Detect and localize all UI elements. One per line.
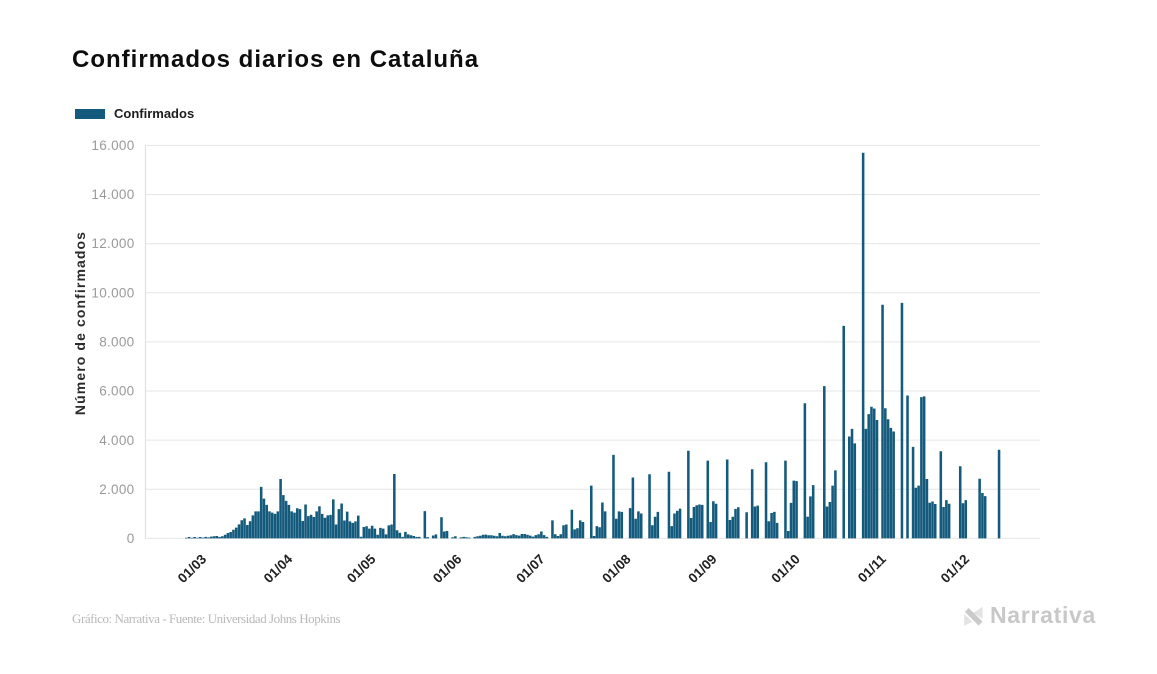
svg-text:01/09: 01/09: [685, 551, 720, 586]
svg-text:01/10: 01/10: [768, 551, 803, 586]
svg-text:10.000: 10.000: [91, 285, 134, 300]
svg-text:Número de confirmados: Número de confirmados: [72, 231, 88, 415]
svg-text:2.000: 2.000: [99, 482, 134, 497]
svg-text:14.000: 14.000: [91, 187, 134, 202]
svg-text:16.000: 16.000: [91, 138, 134, 153]
svg-text:01/12: 01/12: [938, 551, 973, 586]
svg-text:8.000: 8.000: [99, 335, 134, 350]
svg-text:01/08: 01/08: [599, 551, 634, 586]
svg-text:01/05: 01/05: [344, 551, 379, 586]
svg-text:6.000: 6.000: [99, 384, 134, 399]
svg-text:01/06: 01/06: [430, 551, 465, 586]
svg-text:01/03: 01/03: [175, 551, 210, 586]
svg-text:01/04: 01/04: [261, 551, 296, 586]
svg-text:01/07: 01/07: [513, 551, 548, 586]
svg-text:12.000: 12.000: [91, 236, 134, 251]
svg-text:01/11: 01/11: [855, 551, 889, 585]
svg-text:4.000: 4.000: [99, 433, 134, 448]
svg-text:0: 0: [127, 531, 135, 546]
